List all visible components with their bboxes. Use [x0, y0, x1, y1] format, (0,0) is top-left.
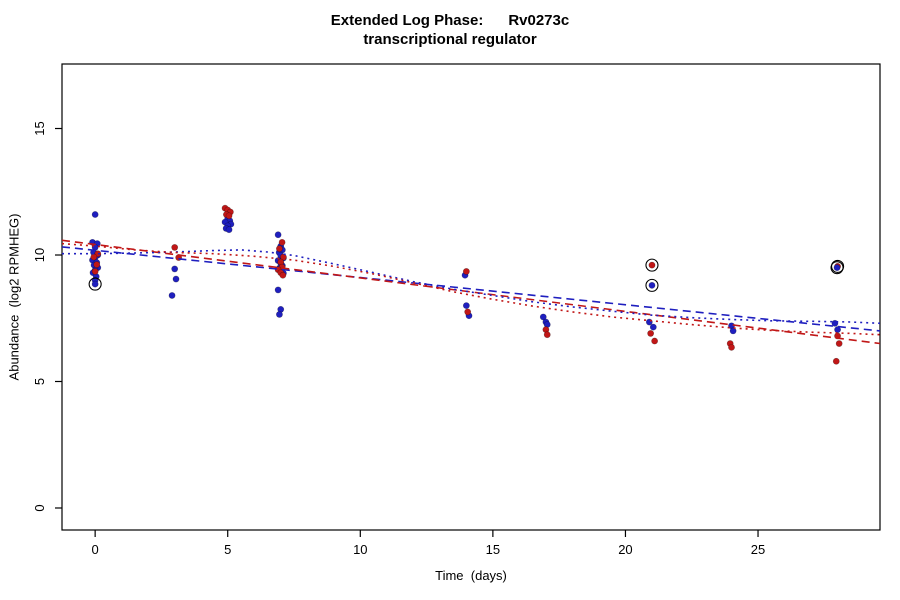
data-point	[649, 323, 657, 331]
data-point	[225, 212, 233, 220]
red-dashed-fit	[61, 239, 881, 345]
data-point	[171, 244, 179, 251]
data-point	[462, 302, 470, 310]
data-point	[835, 340, 843, 347]
y-tick-label: 15	[32, 121, 47, 135]
flagged-data-point	[648, 261, 656, 269]
flag-ring-icon	[645, 278, 659, 292]
x-axis-ticks: 0 5 10 15 20 25	[92, 530, 765, 557]
data-point	[90, 253, 98, 261]
data-point	[279, 271, 287, 279]
x-tick-label: 20	[618, 542, 632, 557]
data-point	[834, 326, 841, 334]
data-point	[172, 275, 180, 283]
flagged-data-point	[91, 280, 99, 288]
data-point	[276, 245, 283, 253]
x-tick-label: 25	[751, 542, 765, 557]
x-axis-label: Time (days)	[435, 568, 507, 583]
red-dotted-fit	[61, 242, 881, 336]
data-point	[647, 330, 655, 337]
data-point	[278, 238, 286, 246]
data-point	[728, 343, 735, 351]
data-point	[91, 268, 99, 275]
flagged-data-point	[648, 281, 656, 289]
data-point	[225, 226, 233, 234]
x-tick-label: 10	[353, 542, 367, 557]
y-tick-label: 5	[32, 378, 47, 385]
blue-dotted-fit	[62, 249, 881, 325]
data-point	[274, 231, 282, 239]
red-points	[90, 204, 843, 365]
data-point	[832, 357, 840, 365]
chart-title-line-2: transcriptional regulator	[363, 31, 537, 48]
plot-border	[61, 63, 881, 531]
x-tick-label: 15	[486, 542, 500, 557]
chart-title-line-1: Extended Log Phase: Rv0273c	[330, 12, 570, 29]
blue-dashed-fit	[61, 246, 881, 332]
y-axis-label: Abundance (log2 RPMHEG)	[6, 213, 22, 381]
data-point	[171, 265, 179, 273]
data-point	[274, 286, 282, 294]
x-tick-label: 5	[224, 542, 231, 557]
data-point	[462, 268, 470, 275]
data-point	[539, 313, 547, 321]
y-axis-ticks: 0 5 10 15	[32, 121, 62, 512]
flag-ring-icon	[88, 277, 102, 291]
data-point	[651, 337, 659, 345]
y-tick-label: 10	[32, 248, 47, 262]
flag-ring-icon	[645, 258, 659, 272]
data-point	[729, 327, 737, 335]
flag-ring-icon	[830, 261, 844, 275]
circled-points	[88, 258, 845, 292]
data-point	[464, 308, 472, 316]
y-tick-label: 0	[32, 504, 47, 511]
data-point	[645, 318, 653, 326]
data-point	[168, 292, 176, 299]
x-tick-label: 0	[92, 542, 99, 557]
data-point	[543, 331, 551, 339]
data-point	[276, 311, 283, 318]
data-point	[93, 261, 101, 269]
data-point	[91, 211, 99, 218]
flagged-data-point	[833, 264, 841, 272]
